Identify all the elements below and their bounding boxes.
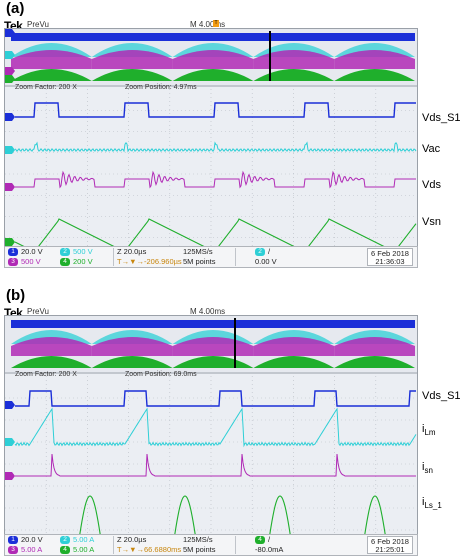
date-time: 6 Feb 2018 21:36:03 — [367, 248, 413, 266]
ch4-overview-hump — [172, 356, 254, 368]
ch4-overview-hump — [91, 356, 173, 368]
channel-marker — [5, 438, 15, 446]
signal-label-1: Vds_S1 — [422, 390, 461, 402]
ch4-overview-hump — [11, 356, 92, 368]
ch4-overview-hump — [91, 69, 173, 81]
ch3-overview-hump — [334, 50, 415, 69]
signal-label-2: Vac — [422, 143, 441, 155]
vac-trace — [14, 141, 417, 153]
vds-s1-trace — [15, 390, 416, 407]
panel-label: (a) — [6, 0, 25, 17]
vds-s1-trace — [15, 102, 416, 118]
channel-marker — [5, 183, 15, 191]
ch1-setting[interactable]: 1 20.0 V — [8, 535, 43, 545]
channel-marker — [5, 29, 15, 37]
ch4-setting[interactable]: 4 5.00 A — [60, 545, 94, 555]
isn-trace — [15, 453, 416, 477]
zoom-position: Zoom Position: 4.97ms — [125, 84, 197, 91]
horizontal-scale[interactable]: Z 20.0µs — [117, 247, 147, 256]
signal-label-4: Vsn — [422, 216, 441, 228]
sample-rate: 125MS/s — [183, 247, 213, 256]
trigger-level[interactable]: 0.00 V — [255, 257, 277, 266]
panel-label: (b) — [6, 287, 26, 304]
channel-marker — [5, 472, 15, 480]
channel-marker — [5, 401, 15, 409]
mode-label: PreVu — [27, 307, 49, 316]
ch3-overview-hump — [172, 50, 254, 69]
channel-marker — [5, 67, 15, 75]
signal-label-2: iLm — [422, 423, 436, 438]
ch3-overview-hump — [253, 50, 335, 69]
scope-screen[interactable]: Zoom Factor: 200 X Zoom Position: 69.0ms — [4, 315, 418, 553]
ch4-overview-hump — [253, 69, 335, 81]
sample-rate: 125MS/s — [183, 535, 213, 544]
ch4-setting[interactable]: 4 200 V — [60, 257, 93, 267]
zoom-factor: Zoom Factor: 200 X — [15, 371, 77, 378]
ch4-overview-hump — [172, 69, 254, 81]
trigger-source[interactable]: 2/ — [255, 247, 270, 257]
timebase-label: M 4.00ms — [190, 307, 226, 316]
ch4-overview-hump — [334, 356, 415, 368]
ilm-trace — [14, 407, 417, 448]
ch3-overview-hump — [91, 337, 173, 356]
vds-trace — [15, 170, 416, 189]
ch2-setting[interactable]: 2 5.00 A — [60, 535, 94, 545]
ch2-setting[interactable]: 2 500 V — [60, 247, 93, 257]
ch4-overview-hump — [11, 69, 92, 81]
ch3-overview-hump — [172, 337, 254, 356]
signal-label-3: isn — [422, 461, 433, 476]
channel-marker — [5, 238, 15, 246]
channel-marker — [5, 113, 15, 121]
trigger-source[interactable]: 4/ — [255, 535, 270, 545]
timebase-label: M 4.00ms — [190, 20, 226, 29]
ch4-overview-hump — [334, 69, 415, 81]
horizontal-scale[interactable]: Z 20.0µs — [117, 535, 147, 544]
trigger-icon: T — [213, 20, 219, 27]
ch1-overview-band — [11, 33, 415, 41]
ch3-setting[interactable]: 3 500 V — [8, 257, 41, 267]
status-bar: 1 20.0 V 2 500 V 3 500 V 4 200 V Z 20.0µs T→… — [4, 246, 418, 268]
trigger-position[interactable]: T→▼→66.6880ms — [117, 545, 182, 554]
ch4-overview-hump — [253, 356, 335, 368]
record-length: 5M points — [183, 257, 216, 266]
scope-screen[interactable]: Zoom Factor: 200 X Zoom Position: 4.97ms — [4, 28, 418, 260]
channel-marker — [5, 75, 15, 83]
ch3-overview-hump — [91, 50, 173, 69]
ch3-setting[interactable]: 3 5.00 A — [8, 545, 42, 555]
signal-label-4: iLs_1 — [422, 496, 442, 511]
ch3-overview-hump — [334, 337, 415, 356]
ch1-setting[interactable]: 1 20.0 V — [8, 247, 43, 257]
ch3-overview-hump — [253, 337, 335, 356]
trigger-position[interactable]: T→▼→-206.960µs — [117, 257, 182, 266]
scope-panel-b: (b) Tek PreVu M 4.00ms Zoom Factor: 200 … — [0, 279, 474, 557]
mode-label: PreVu — [27, 20, 49, 29]
date-time: 6 Feb 2018 21:25:01 — [367, 536, 413, 554]
waveform-display — [5, 29, 417, 259]
ch3-overview-hump — [11, 337, 92, 356]
record-length: 5M points — [183, 545, 216, 554]
status-bar: 1 20.0 V 2 5.00 A 3 5.00 A 4 5.00 A Z 20.0µs… — [4, 534, 418, 556]
zoom-position: Zoom Position: 69.0ms — [125, 371, 197, 378]
signal-label-1: Vds_S1 — [422, 112, 461, 124]
trigger-level[interactable]: -80.0mA — [255, 545, 284, 554]
ch1-overview-band — [11, 320, 415, 328]
ch3-overview-hump — [11, 50, 92, 69]
zoom-factor: Zoom Factor: 200 X — [15, 84, 77, 91]
signal-label-3: Vds — [422, 179, 441, 191]
channel-marker — [5, 51, 15, 59]
channel-marker — [5, 146, 15, 154]
scope-panel-a: (a) Tek PreVu M 4.00ms T Zoom Factor: 20… — [0, 0, 474, 278]
waveform-display — [5, 316, 417, 552]
